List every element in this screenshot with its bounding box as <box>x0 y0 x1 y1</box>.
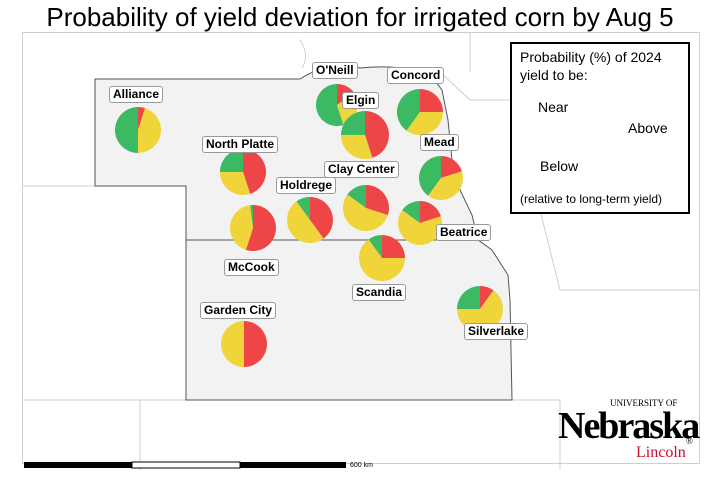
station-label-beatrice: Beatrice <box>436 224 492 241</box>
pie-alliance[interactable] <box>115 107 161 153</box>
pie-layer <box>115 84 503 367</box>
pie-clay-center-near-slice <box>342 194 388 232</box>
pie-elgin[interactable] <box>341 111 390 160</box>
legend-above-label: Above <box>628 120 668 136</box>
pie-garden-city[interactable] <box>221 321 267 367</box>
map-title: Probability of yield deviation for irrig… <box>46 2 674 32</box>
pie-mccook-below-slice <box>245 205 276 251</box>
pie-alliance-near-slice <box>138 108 161 153</box>
unl-logo[interactable]: UNIVERSITY OF Nebraska Lincoln ® <box>558 398 700 468</box>
pie-beatrice-above-slice <box>402 201 420 223</box>
pie-alliance-above-slice <box>115 107 138 153</box>
pie-holdrege-below-slice <box>310 197 333 239</box>
pie-elgin-near-slice <box>341 135 373 160</box>
pie-mccook[interactable] <box>230 205 276 251</box>
pie-north-platte-above-slice <box>220 149 243 172</box>
pie-oneill-above-slice <box>316 84 344 126</box>
scale-bar-segment-3 <box>240 462 346 468</box>
scale-bar-segment-2 <box>131 461 241 469</box>
pie-beatrice[interactable] <box>398 201 442 245</box>
pie-mead-above-slice <box>419 156 441 196</box>
pie-holdrege-near-slice <box>287 201 324 244</box>
legend-title-line1: Probability (%) of 2024 <box>520 49 662 65</box>
pie-silverlake[interactable] <box>457 286 503 332</box>
station-label-elgin: Elgin <box>342 92 380 109</box>
pie-concord-near-slice <box>406 112 443 135</box>
pie-mccook-above-slice <box>250 205 253 228</box>
pie-garden-city-below-slice <box>244 321 267 367</box>
station-label-mccook: McCook <box>224 259 279 276</box>
pie-clay-center[interactable] <box>342 185 389 232</box>
legend-note: (relative to long-term yield) <box>520 192 663 206</box>
kansas-state <box>185 239 513 401</box>
pie-clay-center-below-slice <box>366 185 389 216</box>
station-label-mead: Mead <box>420 134 459 151</box>
pie-beatrice-near-slice <box>398 210 442 245</box>
pie-elgin-below-slice <box>365 111 390 158</box>
station-label-oneill: O'Neill <box>312 62 358 79</box>
logo-lincoln: Lincoln <box>636 444 686 461</box>
logo-nebraska: Nebraska <box>558 405 700 447</box>
station-label-north-platte: North Platte <box>202 136 279 153</box>
station-label-garden-city: Garden City <box>200 302 277 319</box>
legend-near-label: Near <box>538 99 569 115</box>
pie-clay-center-above-slice <box>347 185 366 208</box>
pie-holdrege[interactable] <box>287 197 333 244</box>
pie-scandia-near-slice <box>359 239 405 281</box>
pie-north-platte[interactable] <box>220 149 266 195</box>
pie-scandia-above-slice <box>368 235 382 258</box>
station-label-scandia: Scandia <box>352 284 407 301</box>
scale-bar-segment-1 <box>24 462 132 468</box>
pie-mead[interactable] <box>419 156 463 200</box>
pie-scandia[interactable] <box>359 235 405 281</box>
station-label-alliance: Alliance <box>109 86 164 103</box>
pie-holdrege-above-slice <box>296 197 310 220</box>
pie-silverlake-above-slice <box>457 286 480 309</box>
scale-label: 600 km <box>350 462 373 469</box>
oklahoma-border <box>186 399 561 470</box>
pie-scandia-below-slice <box>382 235 405 258</box>
pie-beatrice-below-slice <box>420 201 441 223</box>
station-label-clay-center: Clay Center <box>324 161 399 178</box>
wyoming-border <box>22 79 96 187</box>
legend-title-line2: yield to be: <box>520 67 588 83</box>
pie-alliance-below-slice <box>138 107 146 130</box>
legend-below-label: Below <box>540 158 579 174</box>
pie-concord-below-slice <box>420 89 443 112</box>
pie-silverlake-below-slice <box>480 286 494 309</box>
pie-concord[interactable] <box>396 88 443 135</box>
station-label-concord: Concord <box>387 67 445 84</box>
pie-mead-near-slice <box>428 171 463 200</box>
pie-garden-city-near-slice <box>221 321 244 367</box>
colorado-border <box>22 185 187 401</box>
pie-concord-above-slice <box>396 88 420 131</box>
logo-registered-mark: ® <box>686 436 693 446</box>
river-curve <box>299 39 306 69</box>
pie-north-platte-near-slice <box>220 172 251 195</box>
station-label-silverlake: Silverlake <box>464 323 529 340</box>
legend-title: Probability (%) of 2024 yield to be: <box>520 48 662 84</box>
scale-bar <box>24 461 346 469</box>
legend-box: Probability (%) of 2024 yield to be: Nea… <box>510 42 690 214</box>
pie-north-platte-below-slice <box>243 149 266 194</box>
station-label-holdrege: Holdrege <box>276 177 337 194</box>
pie-silverlake-near-slice <box>457 290 503 332</box>
pie-mccook-near-slice <box>230 205 253 250</box>
pie-elgin-above-slice <box>341 111 365 135</box>
logo-university-of: UNIVERSITY OF <box>610 398 678 408</box>
pie-mead-below-slice <box>441 156 462 178</box>
